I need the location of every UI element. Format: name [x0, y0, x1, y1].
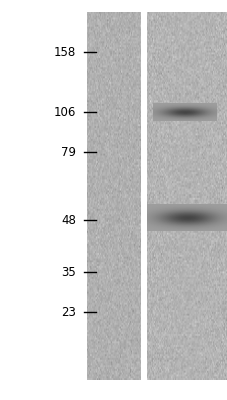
Text: 158: 158 — [54, 46, 76, 58]
FancyBboxPatch shape — [141, 12, 146, 380]
Text: 79: 79 — [61, 146, 76, 158]
FancyBboxPatch shape — [86, 12, 141, 380]
Text: 48: 48 — [61, 214, 76, 226]
Text: 23: 23 — [61, 306, 76, 318]
Text: 106: 106 — [54, 106, 76, 118]
Text: 35: 35 — [61, 266, 76, 278]
